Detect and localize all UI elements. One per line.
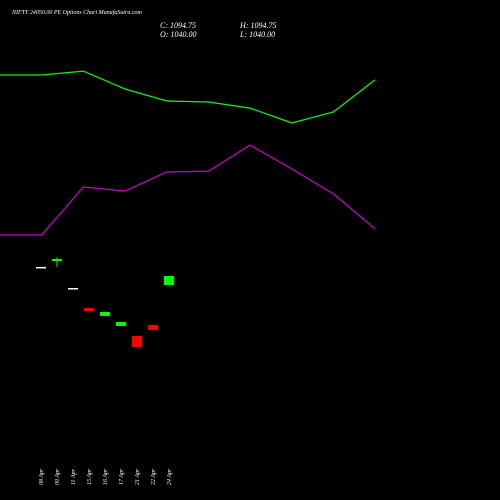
- x-tick-label: 11 Apr: [71, 468, 77, 485]
- x-tick-label: 17 Apr: [119, 468, 125, 485]
- indicator-line: [0, 70, 376, 124]
- x-tick-label: 08 Apr: [39, 468, 45, 485]
- x-tick-label: 24 Apr: [166, 468, 173, 485]
- candle-body: [68, 287, 78, 290]
- x-tick-label: 15 Apr: [87, 468, 93, 485]
- close-label: C: 1094.75: [160, 21, 196, 30]
- candle-body: [36, 266, 46, 269]
- indicator-line: [0, 144, 376, 236]
- x-tick-label: 16 Apr: [103, 468, 109, 485]
- candle-body: [164, 276, 174, 286]
- candle-body: [100, 312, 110, 316]
- candle-body: [52, 259, 62, 262]
- open-label: O: 1040.00: [160, 30, 196, 39]
- chart-title: NIFTY 24050.00 PE Options Chart MunafaSu…: [11, 9, 143, 16]
- x-tick-label: 09 Apr: [55, 468, 61, 485]
- high-label: H: 1094.75: [239, 21, 276, 30]
- candle-body: [116, 322, 126, 326]
- candle-body: [132, 336, 142, 348]
- x-tick-label: 21 Apr: [135, 468, 141, 485]
- low-label: L: 1040.00: [239, 30, 275, 39]
- candle-body: [84, 308, 94, 312]
- candle-body: [148, 325, 158, 331]
- x-tick-label: 22 Apr: [151, 468, 157, 485]
